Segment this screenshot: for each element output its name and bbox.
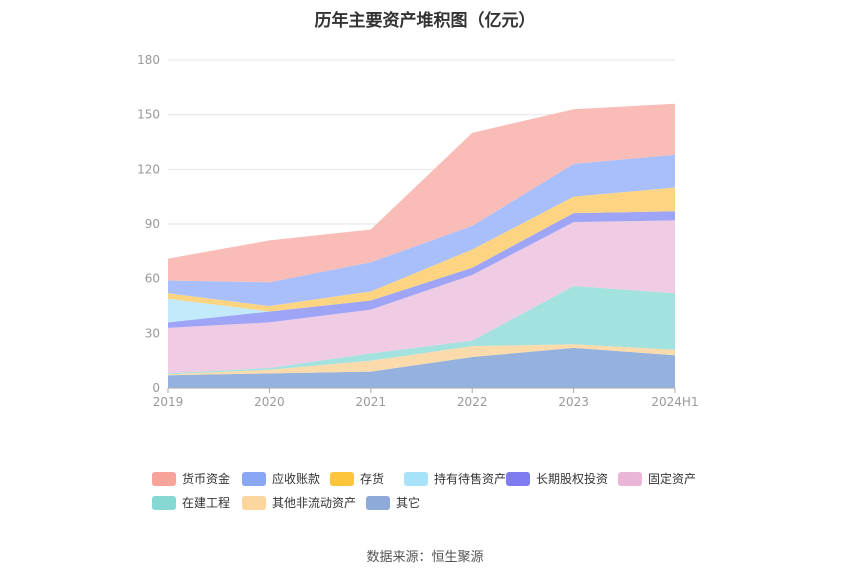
legend-item[interactable]: 在建工程 bbox=[152, 494, 230, 511]
y-tick-label: 150 bbox=[137, 108, 160, 122]
legend-label: 货币资金 bbox=[182, 472, 231, 486]
legend-swatch bbox=[366, 495, 390, 510]
legend-swatch bbox=[242, 471, 266, 486]
legend-item[interactable]: 持有待售资产 bbox=[404, 470, 506, 487]
legend-swatch bbox=[152, 495, 176, 510]
legend-item[interactable]: 其它 bbox=[366, 494, 420, 511]
legend-item[interactable]: 货币资金 bbox=[152, 470, 230, 487]
legend-item[interactable]: 应收账款 bbox=[242, 470, 320, 487]
legend-item[interactable]: 固定资产 bbox=[618, 470, 696, 487]
legend-label: 其它 bbox=[396, 496, 421, 510]
area-8 bbox=[168, 154, 675, 306]
legend-swatch bbox=[506, 471, 530, 486]
x-tick-label: 2019 bbox=[153, 395, 184, 409]
y-tick-label: 120 bbox=[137, 162, 160, 176]
area-6 bbox=[168, 211, 675, 323]
legend-label: 持有待售资产 bbox=[434, 472, 507, 486]
legend-item[interactable]: 长期股权投资 bbox=[506, 470, 608, 487]
legend-swatch bbox=[330, 471, 354, 486]
legend-swatch bbox=[152, 471, 176, 486]
x-tick-label: 2021 bbox=[356, 395, 387, 409]
x-tick-label: 2024H1 bbox=[651, 395, 698, 409]
legend-label: 其他非流动资产 bbox=[272, 496, 357, 510]
chart-title: 历年主要资产堆积图（亿元） bbox=[314, 11, 536, 31]
area-4 bbox=[168, 220, 675, 374]
y-tick-label: 30 bbox=[145, 326, 160, 340]
legend-item[interactable]: 其他非流动资产 bbox=[242, 494, 356, 511]
y-tick-label: 180 bbox=[137, 53, 160, 67]
legend-swatch bbox=[618, 471, 642, 486]
legend-swatch bbox=[242, 495, 266, 510]
area-1 bbox=[168, 347, 675, 388]
legend-swatch bbox=[404, 471, 428, 486]
x-tick-label: 2023 bbox=[558, 395, 589, 409]
y-tick-label: 60 bbox=[145, 272, 160, 286]
axes: 0 30 60 90 120 150 180 2019 2020 2021 2022 2023 2024… bbox=[137, 53, 699, 409]
area-2 bbox=[168, 344, 675, 376]
area-9 bbox=[168, 103, 675, 283]
source-note: 数据来源：恒生聚源 bbox=[366, 550, 484, 565]
legend-label: 应收账款 bbox=[272, 472, 321, 486]
legend-label: 固定资产 bbox=[648, 472, 697, 486]
y-tick-label: 90 bbox=[145, 217, 160, 231]
area-7 bbox=[168, 187, 675, 312]
legend-label: 长期股权投资 bbox=[536, 472, 609, 486]
legend-label: 存货 bbox=[360, 472, 385, 486]
legend-label: 在建工程 bbox=[182, 496, 231, 510]
legend-item[interactable]: 存货 bbox=[330, 470, 384, 487]
y-tick-label: 0 bbox=[152, 381, 160, 395]
area-series bbox=[168, 103, 675, 388]
area-3 bbox=[168, 285, 675, 375]
x-tick-label: 2020 bbox=[254, 395, 285, 409]
x-tick-label: 2022 bbox=[457, 395, 488, 409]
